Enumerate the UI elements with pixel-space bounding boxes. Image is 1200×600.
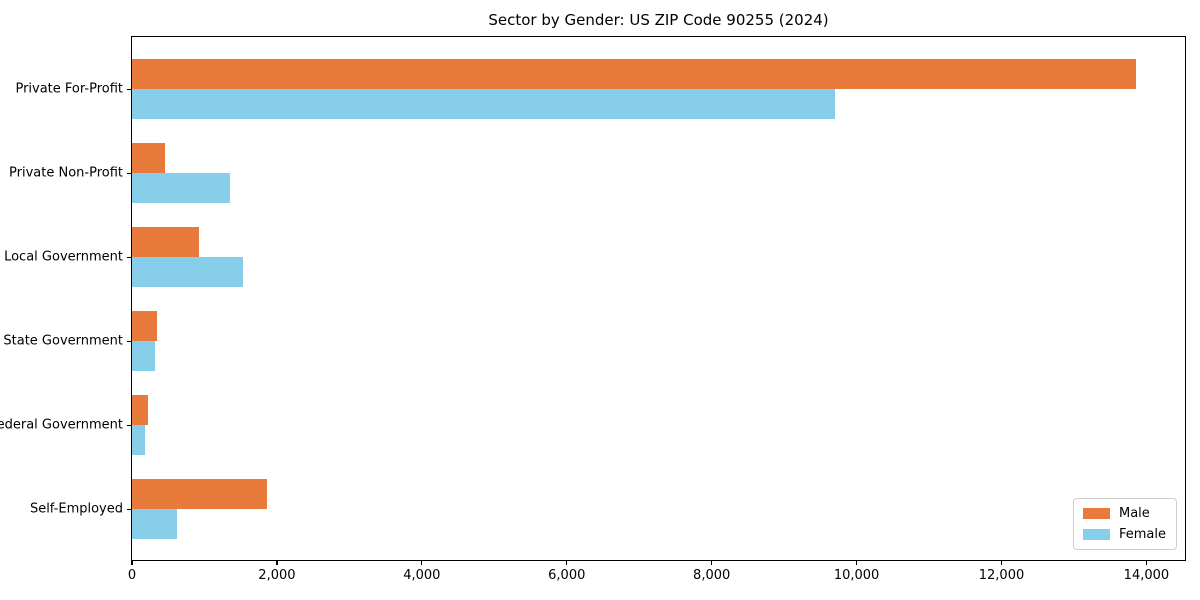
legend-swatch-female	[1082, 529, 1110, 540]
bar-male-state-government	[132, 311, 158, 341]
x-axis-tick-12000	[1000, 560, 1003, 565]
y-axis-tick-federal-government	[127, 424, 132, 426]
x-axis-tick-label-8000: 8,000	[693, 568, 731, 583]
y-axis-tick-private-non-profit	[127, 172, 132, 174]
legend: Male Female	[1072, 498, 1177, 550]
chart-title: Sector by Gender: US ZIP Code 90255 (202…	[488, 11, 829, 29]
bar-male-federal-government	[132, 395, 148, 425]
x-axis-tick-label-14000: 14,000	[1123, 568, 1170, 583]
legend-label-male: Male	[1118, 506, 1150, 521]
x-axis-tick-label-4000: 4,000	[403, 568, 441, 583]
legend-label-female: Female	[1118, 527, 1166, 542]
x-axis-tick-label-6000: 6,000	[548, 568, 586, 583]
x-axis-tick-label-2000: 2,000	[258, 568, 296, 583]
y-axis-label-self-employed: Self-Employed	[29, 501, 123, 517]
y-axis-label-state-government: State Government	[3, 333, 123, 349]
bar-female-state-government	[132, 341, 155, 371]
y-axis-tick-self-employed	[127, 508, 132, 510]
x-axis-tick-4000	[421, 560, 423, 565]
x-axis-tick-label-12000: 12,000	[978, 568, 1025, 583]
y-axis-tick-local-government	[127, 256, 132, 258]
y-axis-label-federal-government: Federal Government	[0, 417, 123, 433]
y-axis-label-local-government: Local Government	[4, 249, 123, 265]
bar-female-federal-government	[132, 425, 145, 455]
bar-female-private-non-profit	[132, 173, 230, 203]
x-axis-tick-6000	[566, 560, 568, 565]
x-axis-tick-label-0: 0	[127, 568, 137, 583]
x-axis-tick-8000	[711, 560, 713, 565]
legend-item-male: Male	[1082, 506, 1166, 521]
y-axis-label-private-non-profit: Private Non-Profit	[9, 165, 123, 181]
y-axis-tick-private-for-profit	[127, 88, 132, 90]
bar-female-self-employed	[132, 509, 177, 539]
x-axis-tick-2000	[276, 560, 278, 565]
bar-male-private-for-profit	[132, 59, 1136, 89]
legend-swatch-male	[1082, 508, 1110, 519]
bar-male-self-employed	[132, 479, 267, 509]
legend-item-female: Female	[1082, 527, 1166, 542]
y-axis-label-private-for-profit: Private For-Profit	[15, 81, 123, 97]
y-axis-tick-state-government	[127, 340, 132, 342]
x-axis-tick-0	[131, 560, 133, 565]
bar-female-private-for-profit	[132, 89, 835, 119]
plot-area: Male Female Private For-Profit Private Non…	[0, 36, 1186, 583]
bar-female-local-government	[132, 257, 243, 287]
bar-male-local-government	[132, 227, 199, 257]
x-axis-tick-14000	[1145, 560, 1148, 565]
bar-male-private-non-profit	[132, 143, 165, 173]
x-axis-tick-label-10000: 10,000	[833, 568, 880, 583]
x-axis-tick-10000	[855, 560, 858, 565]
